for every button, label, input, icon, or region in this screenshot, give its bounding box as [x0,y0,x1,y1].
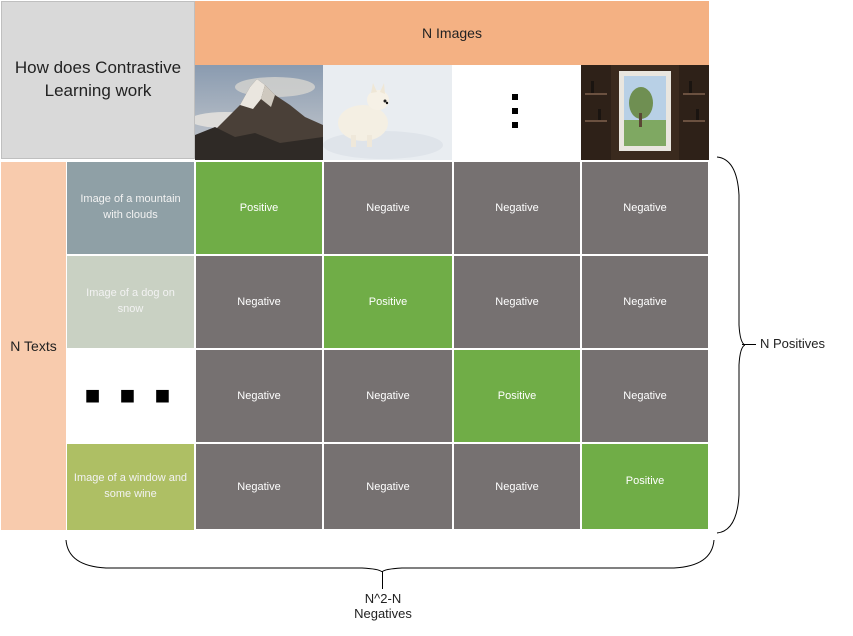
matrix-cell-negative: Negative [195,349,323,443]
matrix-cell-negative: Negative [581,161,709,255]
matrix-cell-positive: Positive [453,349,581,443]
n-positives-label: N Positives [760,336,826,351]
vertical-ellipsis-cell [452,65,581,160]
matrix-cell-negative: Negative [581,255,709,349]
text-cell-window: Image of a window and some wine [67,444,194,530]
matrix-cell-positive: Positive [581,443,709,530]
bottom-brace-icon [65,540,715,572]
positives-connector [742,344,756,345]
negatives-count-label: N^2-N [364,591,402,606]
text-cell-dog: Image of a dog on snow [67,256,194,348]
matrix-cell-negative: Negative [453,161,581,255]
matrix-cell-negative: Negative [323,349,453,443]
n-images-header: N Images [195,1,709,65]
matrix-cell-negative: Negative [195,255,323,349]
horizontal-ellipsis-icon: ■ ■ ■ [84,380,177,411]
matrix-cell-negative: Negative [581,349,709,443]
diagram-title: How does Contrastive Learning work [14,58,182,100]
text-label: Image of a dog on snow [86,287,175,315]
text-cell-ellipsis: ■ ■ ■ [67,350,194,442]
matrix-cell-negative: Negative [323,443,453,530]
dog-on-snow-image [323,65,452,160]
n-texts-label: N Texts [10,338,57,354]
mountain-with-clouds-image [195,65,323,160]
text-cell-mountain: Image of a mountain with clouds [67,162,194,254]
window-and-wine-image [581,65,709,160]
text-label: Image of a mountain with clouds [80,193,181,221]
matrix-cell-positive: Positive [195,161,323,255]
text-label: Image of a window and some wine [73,472,188,500]
diagram-title-box: How does Contrastive Learning work [1,1,195,159]
matrix-cell-negative: Negative [453,255,581,349]
matrix-cell-negative: Negative [195,443,323,530]
vertical-ellipsis-icon [512,94,518,128]
n-images-label: N Images [422,25,482,41]
matrix-cell-negative: Negative [323,161,453,255]
negatives-word-label: Negatives [354,606,412,621]
n-texts-header: N Texts [1,162,66,530]
negatives-connector [382,571,383,589]
matrix-cell-positive: Positive [323,255,453,349]
right-brace-icon [716,156,745,534]
matrix-cell-negative: Negative [453,443,581,530]
n-negatives-label: N^2-N Negatives [333,591,433,621]
